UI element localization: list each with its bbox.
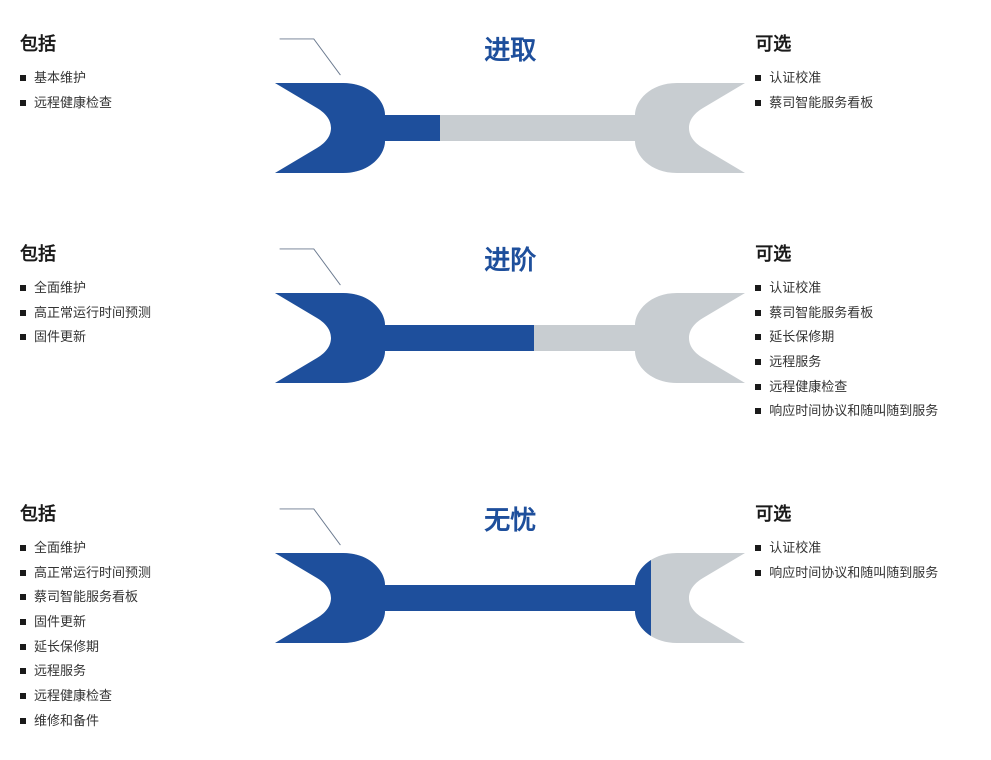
list-item: 认证校准: [755, 66, 971, 91]
wrench-column: 进取: [275, 30, 745, 183]
list-item: 全面维护: [20, 276, 265, 301]
list-item: 维修和备件: [20, 709, 265, 734]
included-title: 包括: [20, 30, 265, 56]
optional-column: 可选认证校准蔡司智能服务看板延长保修期远程服务远程健康检查响应时间协议和随叫随到…: [745, 240, 971, 424]
tier-title: 进阶: [275, 240, 745, 277]
infographic-root: 包括基本维护远程健康检查进取可选认证校准蔡司智能服务看板包括全面维护高正常运行时…: [20, 30, 971, 760]
wrench-icon: [275, 283, 745, 393]
list-item: 高正常运行时间预测: [20, 561, 265, 586]
list-item: 蔡司智能服务看板: [755, 301, 971, 326]
included-list: 全面维护高正常运行时间预测固件更新: [20, 276, 265, 350]
list-item: 响应时间协议和随叫随到服务: [755, 561, 971, 586]
list-item: 认证校准: [755, 536, 971, 561]
list-item: 固件更新: [20, 610, 265, 635]
optional-column: 可选认证校准蔡司智能服务看板: [745, 30, 971, 115]
tier-title: 无忧: [275, 500, 745, 537]
list-item: 认证校准: [755, 276, 971, 301]
list-item: 基本维护: [20, 66, 265, 91]
list-item: 高正常运行时间预测: [20, 301, 265, 326]
optional-title: 可选: [755, 240, 971, 266]
wrench-icon: [275, 543, 745, 653]
list-item: 远程健康检查: [20, 91, 265, 116]
wrench-column: 无忧: [275, 500, 745, 653]
list-item: 远程服务: [20, 659, 265, 684]
list-item: 响应时间协议和随叫随到服务: [755, 399, 971, 424]
optional-title: 可选: [755, 500, 971, 526]
included-column: 包括全面维护高正常运行时间预测蔡司智能服务看板固件更新延长保修期远程服务远程健康…: [20, 500, 275, 734]
list-item: 远程健康检查: [755, 375, 971, 400]
included-title: 包括: [20, 500, 265, 526]
included-list: 全面维护高正常运行时间预测蔡司智能服务看板固件更新延长保修期远程服务远程健康检查…: [20, 536, 265, 734]
optional-list: 认证校准蔡司智能服务看板延长保修期远程服务远程健康检查响应时间协议和随叫随到服务: [755, 276, 971, 424]
tier-t1: 包括基本维护远程健康检查进取可选认证校准蔡司智能服务看板: [20, 30, 971, 240]
list-item: 延长保修期: [20, 635, 265, 660]
list-item: 蔡司智能服务看板: [20, 585, 265, 610]
list-item: 蔡司智能服务看板: [755, 91, 971, 116]
included-column: 包括全面维护高正常运行时间预测固件更新: [20, 240, 275, 350]
included-list: 基本维护远程健康检查: [20, 66, 265, 115]
optional-column: 可选认证校准响应时间协议和随叫随到服务: [745, 500, 971, 585]
tier-t3: 包括全面维护高正常运行时间预测蔡司智能服务看板固件更新延长保修期远程服务远程健康…: [20, 500, 971, 760]
optional-list: 认证校准蔡司智能服务看板: [755, 66, 971, 115]
list-item: 全面维护: [20, 536, 265, 561]
list-item: 远程服务: [755, 350, 971, 375]
optional-title: 可选: [755, 30, 971, 56]
list-item: 远程健康检查: [20, 684, 265, 709]
optional-list: 认证校准响应时间协议和随叫随到服务: [755, 536, 971, 585]
list-item: 固件更新: [20, 325, 265, 350]
included-column: 包括基本维护远程健康检查: [20, 30, 275, 115]
included-title: 包括: [20, 240, 265, 266]
wrench-column: 进阶: [275, 240, 745, 393]
tier-t2: 包括全面维护高正常运行时间预测固件更新进阶可选认证校准蔡司智能服务看板延长保修期…: [20, 240, 971, 500]
tier-title: 进取: [275, 30, 745, 67]
list-item: 延长保修期: [755, 325, 971, 350]
wrench-icon: [275, 73, 745, 183]
